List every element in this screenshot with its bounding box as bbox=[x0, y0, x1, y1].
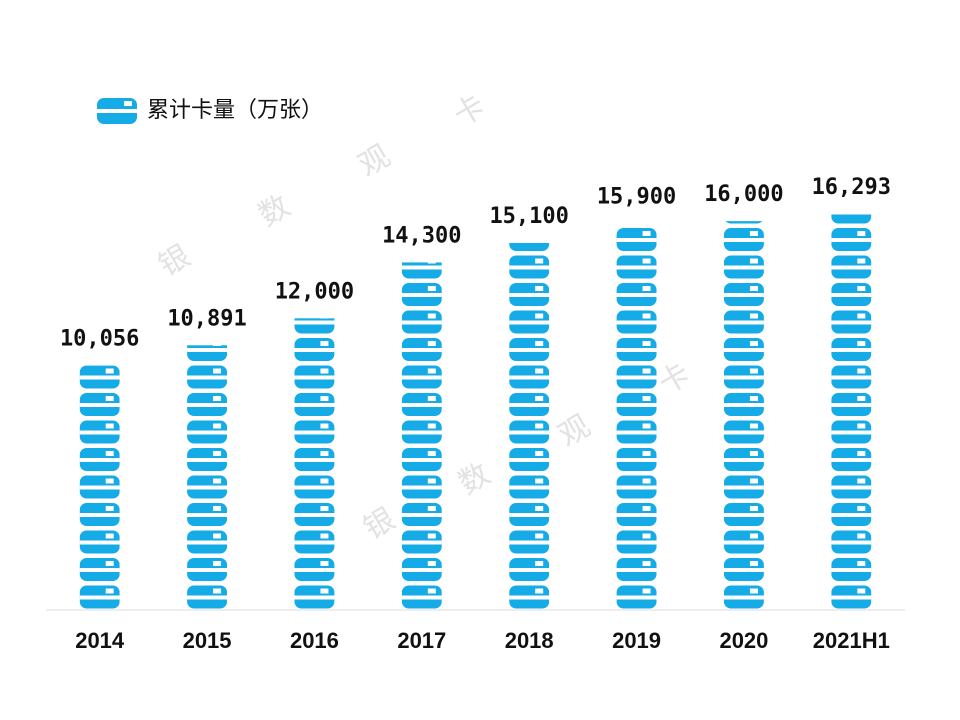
value-label: 16,293 bbox=[812, 175, 891, 200]
bar bbox=[509, 242, 550, 610]
value-label: 15,900 bbox=[597, 185, 676, 210]
x-tick-label: 2020 bbox=[719, 628, 768, 653]
value-label: 15,100 bbox=[489, 204, 568, 229]
value-label: 16,000 bbox=[704, 182, 783, 207]
watermark-char: 观 bbox=[353, 138, 396, 183]
bar bbox=[79, 365, 120, 610]
watermark-char: 观 bbox=[553, 408, 596, 453]
bar bbox=[831, 214, 872, 610]
legend-label: 累计卡量（万张） bbox=[147, 98, 323, 123]
watermark-char: 数 bbox=[453, 456, 496, 501]
x-tick-label: 2017 bbox=[397, 628, 446, 653]
x-tick-label: 2016 bbox=[290, 628, 339, 653]
bar bbox=[723, 221, 764, 610]
bar bbox=[616, 223, 657, 611]
x-tick-label: 2018 bbox=[505, 628, 554, 653]
legend-icon-chip bbox=[124, 101, 132, 106]
x-tick-label: 2019 bbox=[612, 628, 661, 653]
watermark-char: 数 bbox=[253, 188, 296, 233]
watermark-char: 卡 bbox=[448, 88, 491, 133]
value-label: 12,000 bbox=[275, 279, 354, 304]
legend: 累计卡量（万张） bbox=[97, 98, 323, 124]
bar bbox=[401, 262, 442, 610]
watermark-char: 银 bbox=[358, 501, 401, 546]
x-tick-label: 2014 bbox=[75, 628, 125, 653]
value-label: 10,891 bbox=[167, 306, 246, 331]
bar bbox=[187, 345, 228, 610]
value-label: 10,056 bbox=[60, 327, 139, 352]
legend-icon-stripe bbox=[97, 109, 137, 113]
watermark-char: 银 bbox=[153, 238, 196, 283]
x-tick-label: 2021H1 bbox=[813, 628, 890, 653]
bar bbox=[294, 318, 335, 610]
value-label: 14,300 bbox=[382, 223, 461, 248]
watermark-char: 卡 bbox=[653, 356, 696, 401]
x-tick-label: 2015 bbox=[183, 628, 232, 653]
